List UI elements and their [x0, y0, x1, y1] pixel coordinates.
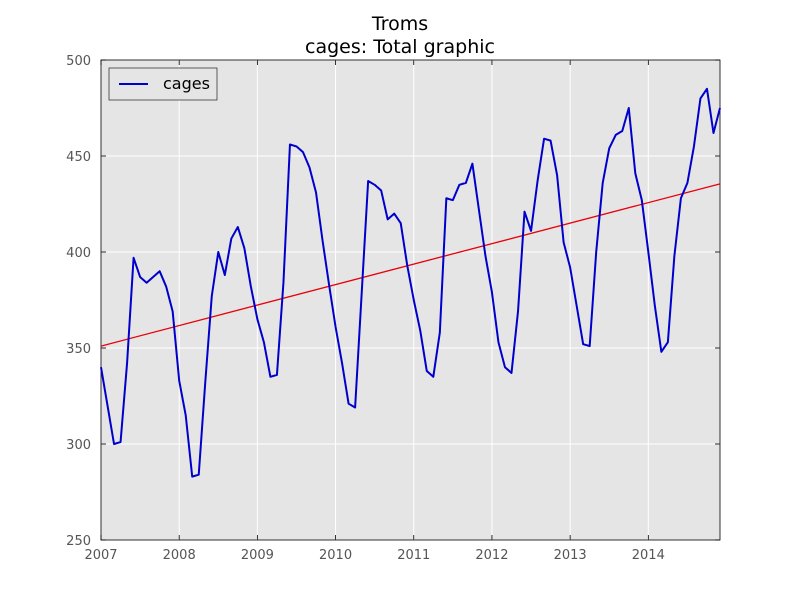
series-line-cages [100, 87, 721, 478]
plot-area [100, 59, 721, 541]
y-tick-label: 300 [66, 438, 91, 453]
grid-lines [101, 60, 720, 540]
y-tick-label: 250 [66, 534, 91, 549]
x-tick-label: 2009 [241, 548, 274, 563]
x-tick-label: 2014 [632, 548, 665, 563]
y-tick-label: 350 [66, 342, 91, 357]
y-tick-label: 450 [66, 150, 91, 165]
trend-line [100, 183, 721, 347]
x-tick-label: 2007 [84, 548, 117, 563]
x-tick-label: 2012 [475, 548, 508, 563]
x-tick-label: 2013 [554, 548, 587, 563]
x-tick-label: 2008 [163, 548, 196, 563]
axis-ticks: 250 300 350 400 450 500 2007 2008 2009 2010 2011 20… [66, 54, 720, 563]
x-tick-label: 2010 [319, 548, 352, 563]
chart-subtitle: cages: Total graphic [305, 36, 495, 58]
legend-label: cages [163, 74, 210, 93]
y-tick-label: 500 [66, 54, 91, 69]
series-layer [100, 87, 721, 478]
x-tick-label: 2011 [397, 548, 430, 563]
chart-title: Troms [371, 13, 429, 35]
legend: cages [108, 67, 218, 101]
y-tick-label: 400 [66, 246, 91, 261]
